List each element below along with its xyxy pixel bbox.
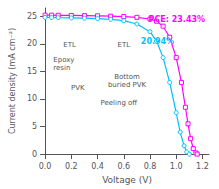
svg-text:Epoxy: Epoxy bbox=[53, 56, 74, 64]
svg-text:0.4: 0.4 bbox=[91, 162, 104, 171]
svg-text:0.8: 0.8 bbox=[144, 162, 157, 171]
svg-text:10: 10 bbox=[27, 94, 37, 103]
svg-text:25: 25 bbox=[27, 12, 37, 21]
svg-text:0.6: 0.6 bbox=[117, 162, 130, 171]
svg-text:Bottom: Bottom bbox=[114, 73, 140, 81]
svg-text:Peeling off: Peeling off bbox=[101, 99, 138, 107]
svg-text:20.94%: 20.94% bbox=[141, 37, 174, 46]
svg-text:Voltage (V): Voltage (V) bbox=[102, 175, 152, 185]
svg-text:PVK: PVK bbox=[71, 84, 85, 92]
svg-text:0.2: 0.2 bbox=[65, 162, 78, 171]
svg-text:PCE: 23.43%: PCE: 23.43% bbox=[149, 15, 206, 24]
svg-text:1.2: 1.2 bbox=[196, 162, 209, 171]
svg-text:Current density (mA cm⁻²): Current density (mA cm⁻²) bbox=[8, 28, 17, 134]
svg-text:5: 5 bbox=[32, 122, 37, 131]
svg-text:buried PVK: buried PVK bbox=[108, 81, 147, 89]
svg-text:1.0: 1.0 bbox=[170, 162, 183, 171]
svg-text:0.0: 0.0 bbox=[39, 162, 52, 171]
svg-text:ETL: ETL bbox=[63, 41, 76, 49]
svg-text:ETL: ETL bbox=[117, 41, 130, 49]
svg-text:15: 15 bbox=[27, 67, 37, 76]
svg-text:20: 20 bbox=[27, 39, 37, 48]
svg-text:0: 0 bbox=[32, 150, 37, 159]
svg-text:resin: resin bbox=[53, 64, 70, 72]
